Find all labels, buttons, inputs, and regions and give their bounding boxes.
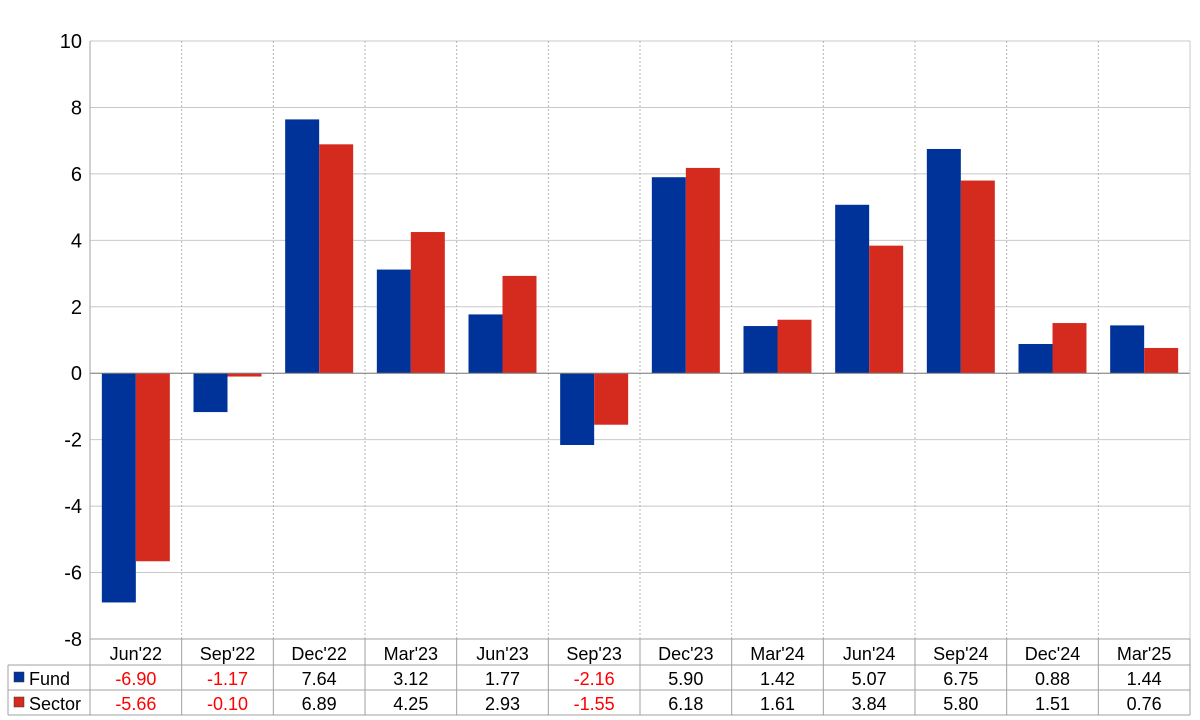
legend-label-sector: Sector bbox=[29, 694, 81, 714]
y-tick-label: -2 bbox=[64, 430, 82, 452]
data-value-fund: 5.07 bbox=[852, 669, 887, 689]
bar-sector bbox=[685, 167, 720, 374]
legend-swatch-fund bbox=[13, 671, 25, 683]
data-value-fund: 1.44 bbox=[1127, 669, 1162, 689]
data-value-fund: 7.64 bbox=[302, 669, 337, 689]
legend-swatch-sector bbox=[13, 696, 25, 708]
bar-fund bbox=[1110, 325, 1145, 374]
data-value-sector: 4.25 bbox=[393, 694, 428, 714]
x-tick-label: Dec'22 bbox=[291, 644, 346, 664]
x-tick-label: Dec'23 bbox=[658, 644, 713, 664]
x-tick-label: Mar'25 bbox=[1117, 644, 1171, 664]
x-tick-label: Sep'23 bbox=[566, 644, 622, 664]
data-value-fund: 6.75 bbox=[943, 669, 978, 689]
bar-fund bbox=[101, 373, 136, 603]
y-tick-label: 8 bbox=[71, 97, 82, 119]
x-tick-label: Mar'24 bbox=[750, 644, 804, 664]
data-value-sector: 0.76 bbox=[1127, 694, 1162, 714]
x-tick-label: Sep'22 bbox=[200, 644, 256, 664]
x-tick-label: Jun'23 bbox=[476, 644, 528, 664]
y-tick-label: 4 bbox=[71, 230, 82, 252]
bar-sector bbox=[135, 373, 170, 562]
bar-fund bbox=[926, 148, 961, 374]
y-tick-label: 6 bbox=[71, 164, 82, 186]
bar-sector bbox=[1144, 347, 1179, 374]
y-tick-label: -8 bbox=[64, 629, 82, 651]
bar-sector bbox=[502, 275, 537, 374]
data-value-fund: 1.77 bbox=[485, 669, 520, 689]
data-value-fund: -6.90 bbox=[115, 669, 156, 689]
y-tick-label: 2 bbox=[71, 297, 82, 319]
y-tick-label: 10 bbox=[60, 31, 82, 53]
data-value-sector: 6.18 bbox=[668, 694, 703, 714]
y-tick-label: -4 bbox=[64, 496, 82, 518]
bar-fund bbox=[743, 326, 778, 374]
data-value-sector: -1.55 bbox=[574, 694, 615, 714]
data-value-sector: -5.66 bbox=[115, 694, 156, 714]
bar-sector bbox=[777, 319, 812, 374]
data-value-sector: 5.80 bbox=[943, 694, 978, 714]
bar-fund bbox=[1018, 343, 1053, 374]
bar-sector bbox=[594, 373, 629, 425]
data-value-fund: -2.16 bbox=[574, 669, 615, 689]
bar-sector bbox=[410, 232, 445, 374]
bar-sector bbox=[1052, 323, 1087, 374]
y-tick-label: -6 bbox=[64, 563, 82, 585]
bar-sector bbox=[869, 245, 904, 374]
x-tick-label: Jun'22 bbox=[110, 644, 162, 664]
data-value-fund: 1.42 bbox=[760, 669, 795, 689]
bar-sector bbox=[319, 144, 354, 374]
bar-fund bbox=[376, 269, 411, 374]
bar-fund bbox=[651, 177, 686, 374]
bar-sector bbox=[960, 180, 995, 374]
x-tick-label: Mar'23 bbox=[384, 644, 438, 664]
data-value-sector: -0.10 bbox=[207, 694, 248, 714]
data-value-sector: 1.51 bbox=[1035, 694, 1070, 714]
bar-sector bbox=[227, 373, 262, 377]
x-tick-label: Sep'24 bbox=[933, 644, 989, 664]
data-value-sector: 2.93 bbox=[485, 694, 520, 714]
bar-fund bbox=[835, 204, 870, 374]
y-tick-label: 0 bbox=[71, 363, 82, 385]
data-value-fund: 0.88 bbox=[1035, 669, 1070, 689]
x-tick-label: Jun'24 bbox=[843, 644, 895, 664]
data-value-sector: 6.89 bbox=[302, 694, 337, 714]
bar-fund bbox=[468, 314, 503, 374]
bar-fund bbox=[193, 373, 228, 413]
legend-label-fund: Fund bbox=[29, 669, 70, 689]
x-tick-label: Dec'24 bbox=[1025, 644, 1080, 664]
data-value-fund: 5.90 bbox=[668, 669, 703, 689]
bar-fund bbox=[285, 119, 320, 374]
data-value-fund: -1.17 bbox=[207, 669, 248, 689]
data-value-sector: 3.84 bbox=[852, 694, 887, 714]
bar-fund bbox=[560, 373, 595, 445]
data-value-fund: 3.12 bbox=[393, 669, 428, 689]
data-value-sector: 1.61 bbox=[760, 694, 795, 714]
